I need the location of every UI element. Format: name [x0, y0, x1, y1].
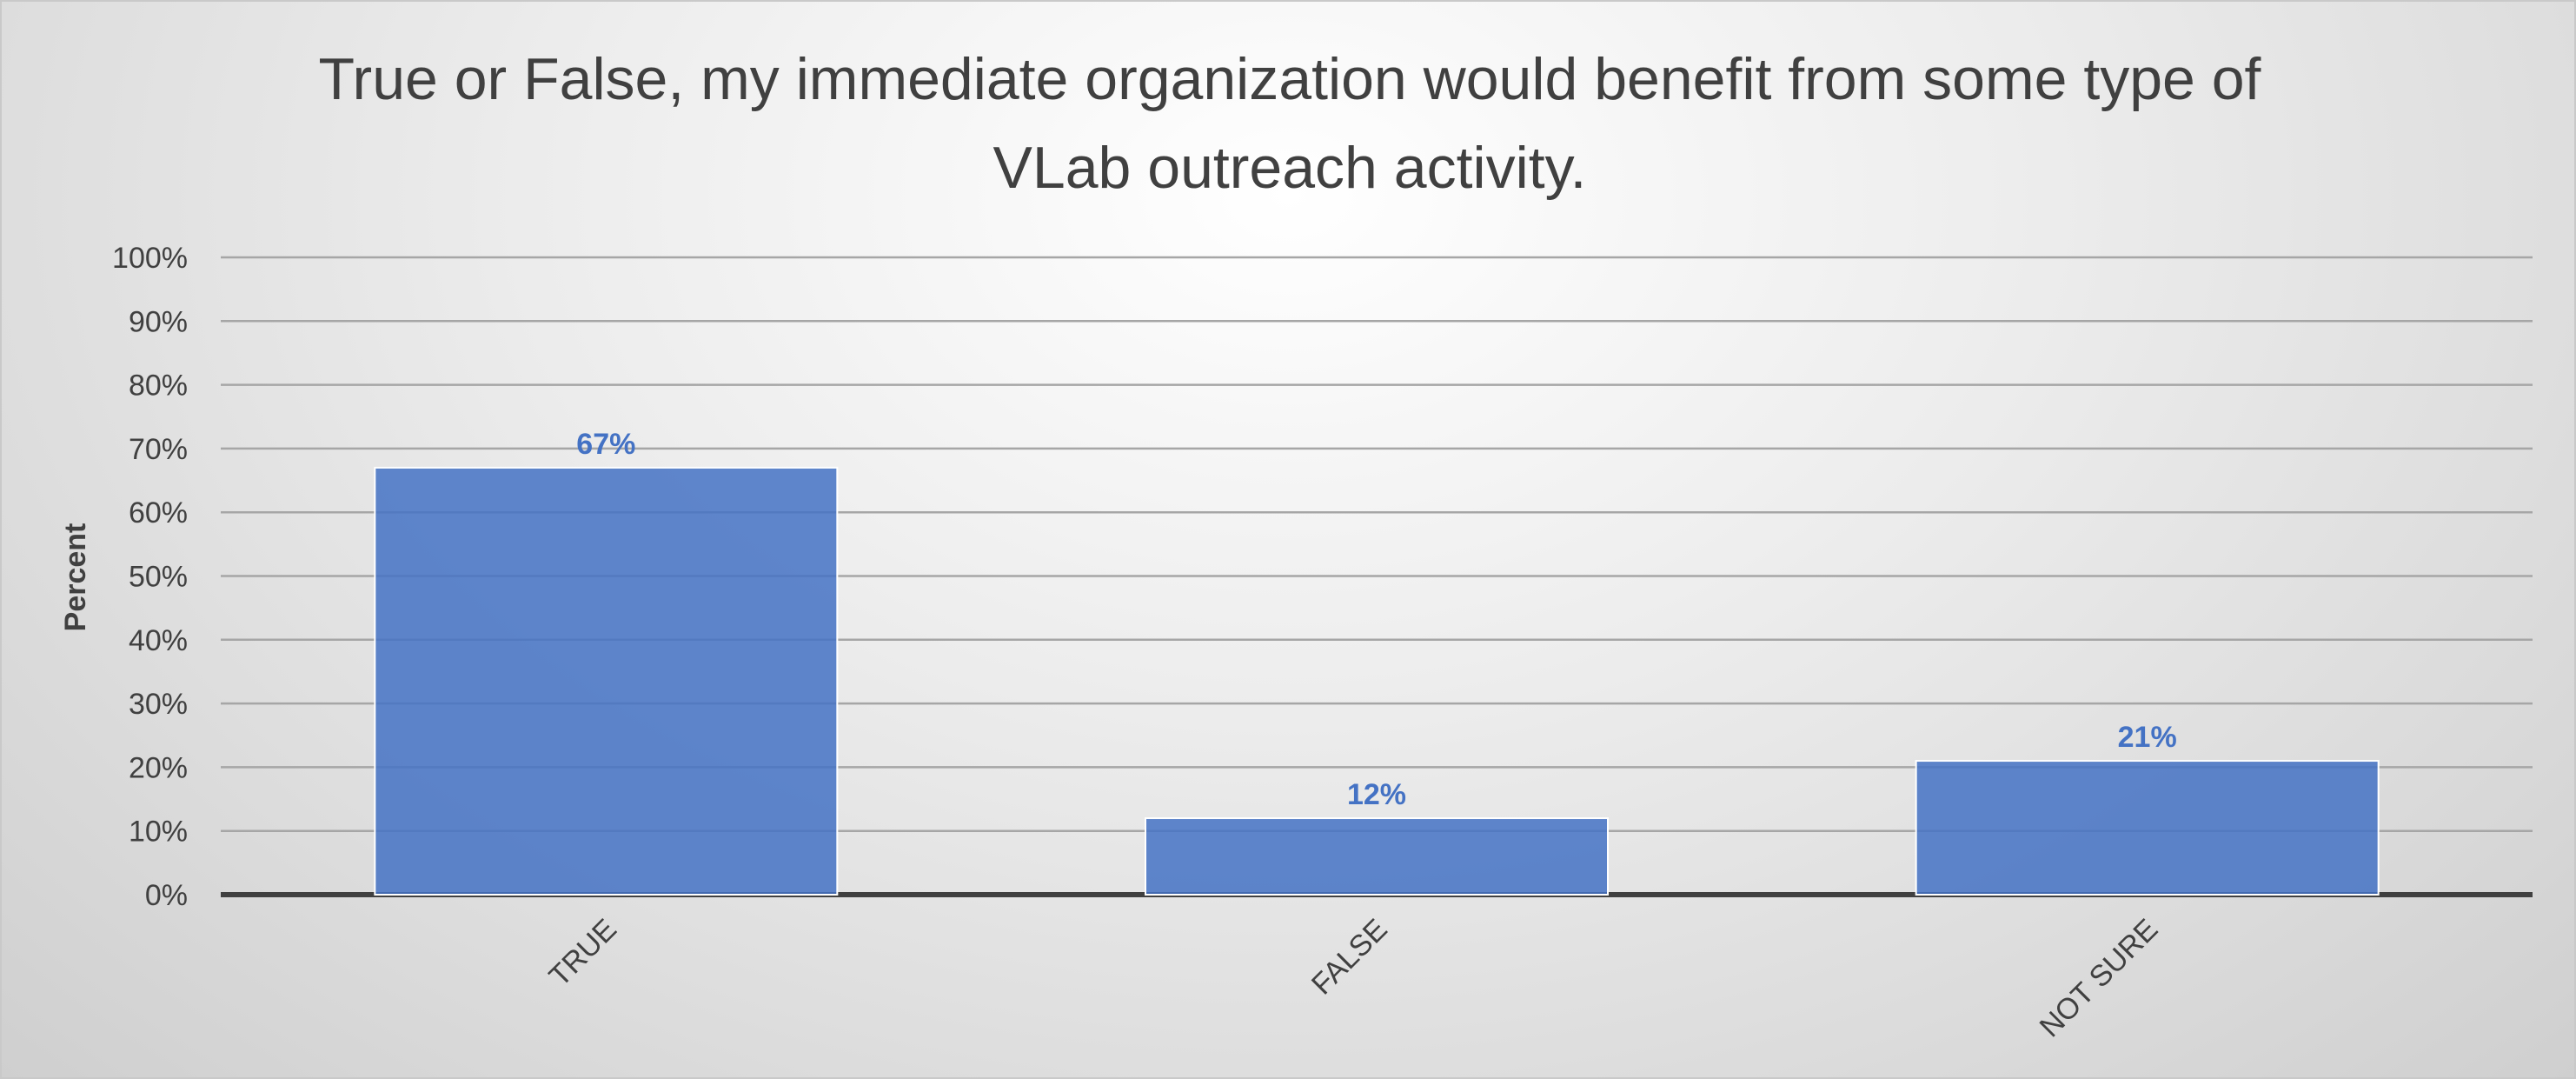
y-tick-label: 30% [129, 688, 188, 721]
y-tick-label: 80% [129, 370, 188, 403]
y-tick-label: 100% [112, 242, 188, 275]
y-tick-label: 10% [129, 816, 188, 849]
x-tick-label: FALSE [1305, 913, 1394, 1002]
data-label: 12% [1347, 778, 1406, 811]
y-tick-label: 50% [129, 561, 188, 594]
y-tick-label: 20% [129, 751, 188, 784]
bar-not-sure [1915, 760, 2380, 896]
y-tick-label: 40% [129, 624, 188, 657]
y-tick-label: 0% [145, 879, 188, 912]
y-tick-label: 90% [129, 305, 188, 338]
chart-title: True or False, my immediate organization… [318, 46, 2261, 201]
bar-false [1145, 817, 1609, 896]
y-tick-label: 60% [129, 496, 188, 530]
data-label: 21% [2118, 721, 2177, 754]
x-tick-label: TRUE [543, 913, 623, 993]
bar-true [374, 466, 839, 896]
data-label: 67% [576, 428, 635, 461]
x-tick-label: NOT SURE [2034, 913, 2165, 1044]
y-axis-title: Percent [59, 523, 92, 632]
y-tick-label: 70% [129, 433, 188, 466]
